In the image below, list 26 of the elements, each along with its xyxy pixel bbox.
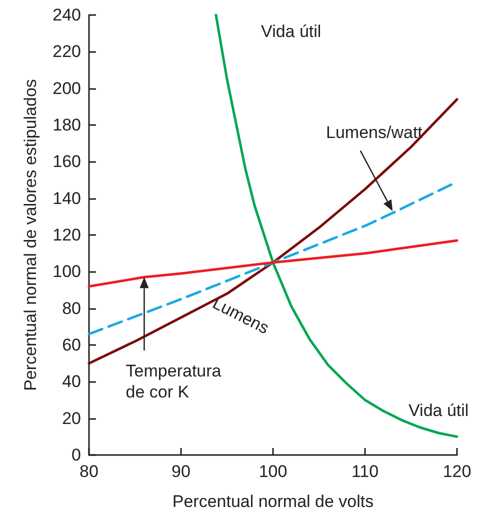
line-series	[88, 98, 458, 365]
y-tick-label: 140	[52, 188, 81, 208]
y-tick-label: 220	[52, 42, 81, 62]
text: Lumens/watt	[326, 122, 423, 142]
x-tick-label: 110	[351, 462, 379, 481]
y-tick-label: 80	[62, 298, 81, 318]
line-series	[88, 239, 458, 288]
y-tick-label: 60	[62, 336, 81, 354]
x-tick-label: 90	[172, 462, 190, 481]
x-tick-label: 80	[80, 462, 98, 481]
y-tick-label: 0	[72, 446, 81, 464]
y-tick-label: 40	[62, 372, 81, 392]
y-tick-label: 100	[52, 262, 81, 282]
y-tick-label: 240	[52, 6, 81, 24]
y-tick-label: 180	[52, 116, 81, 134]
y-tick-label: 120	[52, 226, 81, 244]
text: Vida útil	[261, 22, 322, 41]
y-tick-label: 20	[62, 408, 81, 428]
y-axis-title: Percentual normal de valores estipulados	[21, 79, 40, 391]
text: Temperatura de cor K	[126, 362, 222, 402]
x-tick-label: 100	[258, 462, 288, 481]
x-tick-label: 120	[442, 462, 472, 481]
annotation: Vida útil	[408, 401, 469, 420]
x-axis-title: Percentual normal de volts	[172, 492, 374, 511]
y-tick-label: 160	[52, 152, 81, 172]
y-tick-label: 200	[52, 78, 81, 98]
